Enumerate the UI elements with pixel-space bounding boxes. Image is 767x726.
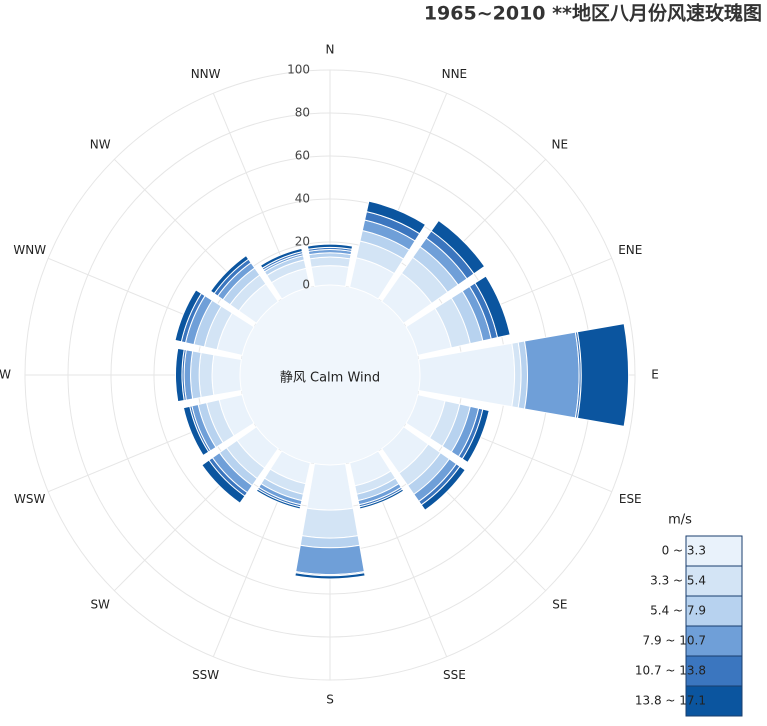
r-tick-label: 80 [295,106,310,120]
wind-bar [576,323,630,427]
legend-swatch [685,595,743,627]
legend-title: m/s [668,513,692,528]
wind-bar [309,256,351,268]
r-tick-label: 100 [287,63,310,77]
r-tick-label: 40 [295,192,310,206]
direction-label: SSE [443,668,466,682]
wind-bar [306,243,354,250]
calm-label: 静风 Calm Wind [280,371,380,386]
direction-label: WNW [13,243,46,257]
wind-bar [365,200,427,235]
wind-bar [418,342,516,408]
direction-label: ENE [618,243,642,257]
wind-bar [198,351,215,399]
wind-bar [306,463,354,511]
legend-swatch [685,535,743,567]
direction-label: E [651,368,659,382]
wind-bar [310,265,350,287]
wind-bar [474,275,511,339]
wind-bar [295,544,365,576]
wind-bar [255,488,302,510]
direction-label: SE [552,597,567,611]
legend-label: 5.4 ~ 7.9 [650,604,706,618]
r-tick-label: 60 [295,149,310,163]
legend-label: 13.8 ~ 17.1 [635,694,706,708]
legend-label: 7.9 ~ 10.7 [643,634,707,648]
direction-label: NW [90,138,111,152]
legend-label: 0 ~ 3.3 [662,544,706,558]
wind-bar [259,247,303,269]
wind-bar [182,405,210,457]
wind-bar [420,465,466,511]
legend-swatch [685,685,743,717]
direction-label: SSW [192,668,219,682]
direction-label: NNW [191,67,221,81]
wind-bar [211,354,242,396]
wind-bar [523,331,580,419]
wind-bar [294,572,366,580]
chart-title: 1965~2010 **地区八月份风速玫瑰图 [424,2,762,25]
direction-label: W [0,368,11,382]
direction-label: ESE [619,492,642,506]
wind-bar [461,408,490,464]
wind-bar [358,488,405,510]
wind-bar [175,347,185,403]
legend-label: 3.3 ~ 5.4 [650,574,706,588]
calm-area [240,285,420,465]
direction-label: NNE [442,67,468,81]
r-tick-label: 20 [295,235,310,249]
direction-label: SW [90,597,110,611]
r-tick-label: 0 [302,278,310,292]
wind-bar [174,289,203,343]
direction-label: S [326,693,334,707]
wind-bar [209,254,250,295]
direction-label: NE [552,138,569,152]
legend-swatch [685,655,743,687]
direction-label: N [326,43,335,57]
wind-bar [301,507,359,539]
legend-label: 10.7 ~ 13.8 [635,664,706,678]
direction-label: WSW [14,492,45,506]
wind-bar [430,219,486,275]
wind-bar [201,459,246,504]
wind-bar [190,350,202,400]
